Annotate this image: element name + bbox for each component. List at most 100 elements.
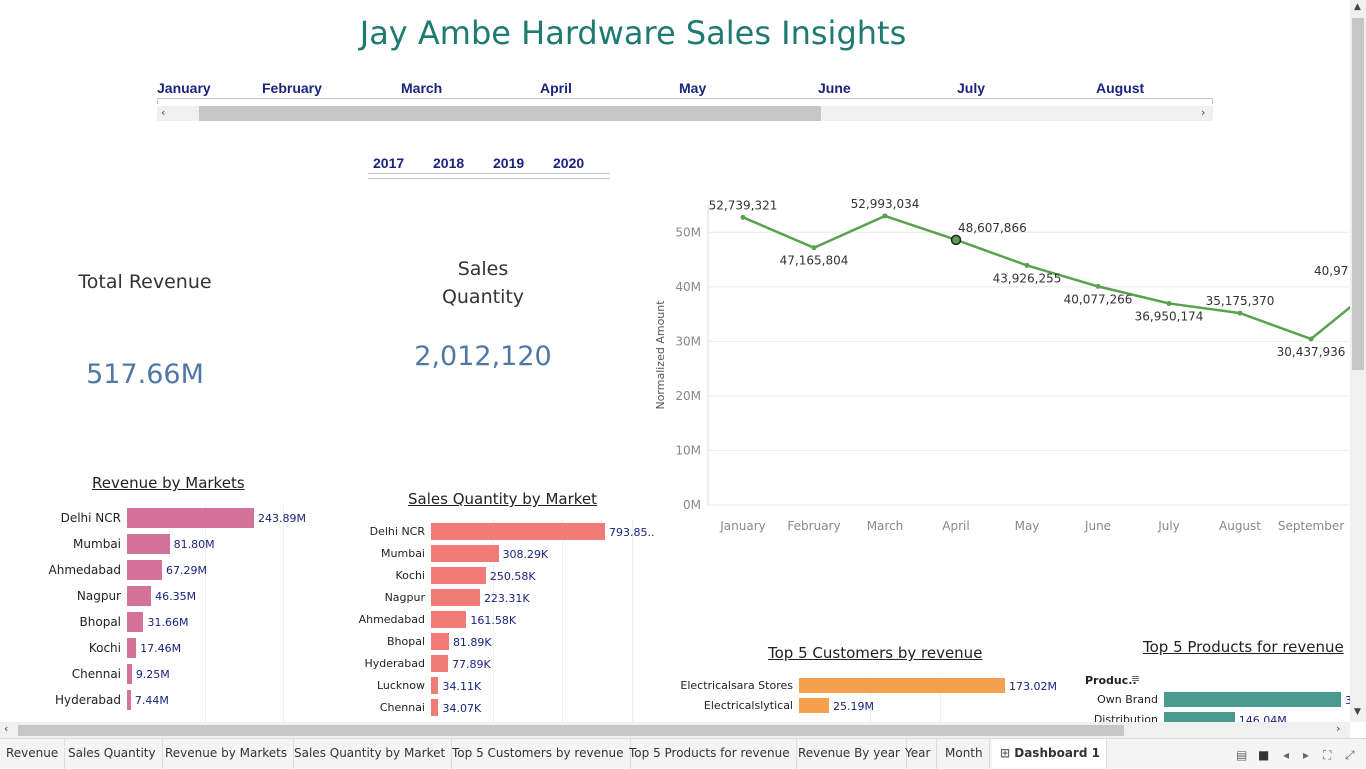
bar-value-label: 3	[1345, 694, 1350, 707]
data-value-label: 30,437,936	[1277, 345, 1346, 359]
top-products-title: Top 5 Products for revenue	[1143, 638, 1344, 656]
scroll-down-icon[interactable]: ▼	[1354, 707, 1361, 717]
scroll-left-icon[interactable]: ‹	[4, 722, 9, 735]
bar[interactable]	[431, 589, 480, 606]
bar-label: Hyderabad	[364, 657, 426, 670]
bar-label: Chennai	[379, 701, 425, 714]
grid-line	[493, 520, 494, 722]
month-filter-scrollbar[interactable]: ‹ ›	[157, 106, 1213, 121]
year-filter-2019[interactable]: 2019	[493, 155, 525, 171]
products-column-header[interactable]: Produc..	[1085, 674, 1137, 687]
bar[interactable]	[127, 508, 254, 528]
tab-revenue-by-year[interactable]: Revenue By year	[792, 739, 907, 769]
bar[interactable]	[431, 633, 449, 650]
scroll-right-icon[interactable]: ›	[1336, 722, 1341, 735]
month-filter-april[interactable]: April	[540, 80, 572, 96]
y-tick-label: 40M	[675, 280, 701, 294]
tab-dashboard-1[interactable]: ⊞ Dashboard 1	[992, 739, 1107, 769]
bar[interactable]	[127, 664, 132, 684]
fullscreen-icon[interactable]: ⤢	[1345, 748, 1355, 762]
next-sheet-icon[interactable]: ▸	[1303, 748, 1310, 762]
bar[interactable]	[431, 523, 605, 540]
tab-revenue-by-markets[interactable]: Revenue by Markets	[159, 739, 295, 769]
bar[interactable]	[127, 534, 170, 554]
year-filter-2018[interactable]: 2018	[433, 155, 465, 171]
bar[interactable]	[127, 638, 137, 658]
grid-line	[562, 520, 563, 722]
bar-value-label: 223.31K	[483, 592, 530, 605]
bar-label: Bhopal	[79, 615, 121, 629]
horizontal-scroll-thumb[interactable]	[18, 725, 1124, 736]
bar-label: Lucknow	[376, 679, 425, 692]
y-tick-label: 20M	[675, 389, 701, 403]
vertical-scrollbar[interactable]: ▲ ▼	[1350, 0, 1366, 722]
sales-qty-by-market-title: Sales Quantity by Market	[408, 490, 598, 508]
data-value-label: 52,993,034	[851, 197, 920, 211]
month-filter-may[interactable]: May	[679, 80, 707, 96]
bar[interactable]	[127, 690, 131, 710]
x-tick-label: January	[719, 519, 766, 533]
tab-top-5-products[interactable]: Top 5 Products for revenue	[623, 739, 797, 769]
filmstrip-view-icon[interactable]: ■	[1258, 748, 1270, 762]
bar[interactable]	[1164, 712, 1235, 722]
previous-sheet-icon[interactable]: ◂	[1283, 748, 1290, 762]
month-filter-august[interactable]: August	[1096, 80, 1145, 96]
bar-value-label: 7.44M	[134, 694, 169, 707]
y-axis-label: Normalized Amount	[654, 300, 667, 410]
tab-year[interactable]: Year	[899, 739, 938, 769]
bar-value-label: 67.29M	[166, 564, 208, 577]
fit-width-icon[interactable]: ⛶	[1323, 748, 1332, 762]
vertical-scroll-thumb[interactable]	[1352, 18, 1364, 370]
data-point	[1166, 300, 1172, 306]
bar[interactable]	[127, 612, 144, 632]
data-point	[1308, 336, 1314, 342]
bar-value-label: 25.19M	[832, 700, 874, 713]
grid-view-icon[interactable]: ▤	[1236, 748, 1248, 762]
horizontal-scrollbar[interactable]: ‹ ›	[0, 722, 1350, 738]
bar[interactable]	[127, 586, 152, 606]
tab-sales-quantity[interactable]: Sales Quantity	[62, 739, 163, 769]
y-tick-label: 50M	[675, 225, 701, 239]
tab-revenue[interactable]: Revenue	[0, 739, 66, 769]
month-filter-july[interactable]: July	[957, 80, 986, 96]
month-filter-february[interactable]: February	[262, 80, 322, 96]
bar-label: Kochi	[395, 569, 425, 582]
bar[interactable]	[799, 698, 829, 713]
dashboard-icon: ⊞	[1000, 746, 1011, 760]
sort-icon[interactable]: ≡	[1131, 672, 1141, 685]
bar[interactable]	[431, 611, 467, 628]
top-customers-title: Top 5 Customers by revenue	[768, 644, 983, 662]
revenue-by-markets-chart: Delhi NCR 243.89M Mumbai 81.80M Ahmedabad 67.…	[0, 505, 340, 722]
sales-quantity-label-line1: Sales	[457, 258, 509, 280]
month-filter-january[interactable]: January	[157, 80, 211, 96]
month-scroll-thumb[interactable]	[199, 106, 821, 121]
bar-label: Ahmedabad	[358, 613, 425, 626]
bar[interactable]	[431, 655, 449, 672]
bar-label: Nagpur	[76, 589, 121, 603]
year-filter-2020[interactable]: 2020	[553, 155, 585, 171]
tab-sales-quantity-by-market[interactable]: Sales Quantity by Market	[288, 739, 453, 769]
month-filter-march[interactable]: March	[401, 80, 443, 96]
bar[interactable]	[799, 678, 1005, 693]
bar[interactable]	[127, 560, 163, 580]
bar[interactable]	[431, 567, 486, 584]
revenue-by-markets-title: Revenue by Markets	[92, 474, 245, 492]
month-filter-june[interactable]: June	[818, 80, 851, 96]
bar-label: Kochi	[88, 641, 121, 655]
year-filter-2017[interactable]: 2017	[373, 155, 405, 171]
bar[interactable]	[1164, 692, 1341, 707]
bar-label: Electricalslytical	[703, 699, 793, 712]
bar[interactable]	[431, 677, 439, 694]
bar[interactable]	[431, 545, 499, 562]
data-value-label: 47,165,804	[780, 254, 849, 268]
scroll-up-icon[interactable]: ▲	[1354, 2, 1361, 12]
scroll-left-icon[interactable]: ‹	[161, 106, 166, 119]
month-filter-underline	[157, 98, 1213, 104]
grid-line	[632, 520, 633, 722]
scroll-right-icon[interactable]: ›	[1201, 106, 1206, 119]
grid-line	[870, 674, 871, 722]
tab-top-5-customers[interactable]: Top 5 Customers by revenue	[446, 739, 631, 769]
bar[interactable]	[431, 699, 439, 716]
bar-label: Delhi NCR	[60, 511, 121, 525]
tab-month[interactable]: Month	[939, 739, 990, 769]
